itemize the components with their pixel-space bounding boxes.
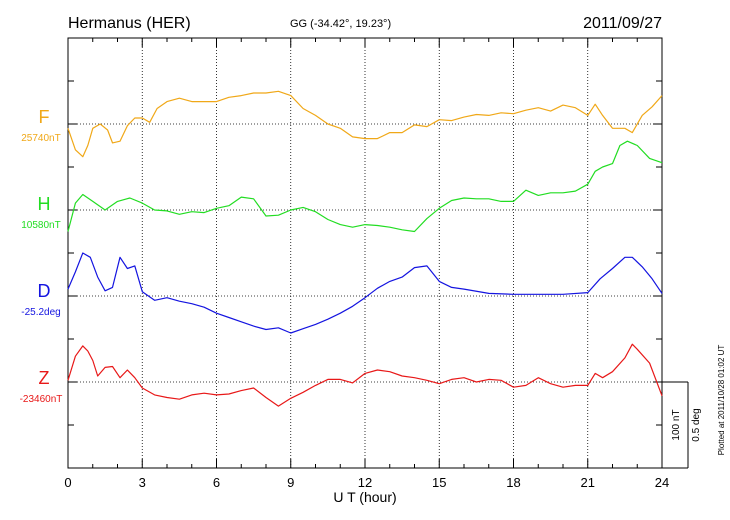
x-tick-label: 24 xyxy=(655,475,669,490)
x-tick-label: 6 xyxy=(213,475,220,490)
series-line-h xyxy=(67,140,663,233)
x-tick-label: 21 xyxy=(581,475,595,490)
x-tick-label: 12 xyxy=(358,475,372,490)
series-layer xyxy=(67,90,663,407)
x-tick-label: 0 xyxy=(64,475,71,490)
plot-frame xyxy=(67,37,663,469)
scale-label-deg: 0.5 deg xyxy=(691,408,702,441)
station-title: Hermanus (HER) xyxy=(68,15,191,32)
date-label: 2011/09/27 xyxy=(583,15,662,32)
x-tick-labels: 0 3 6 9 12 15 18 21 24 xyxy=(64,475,669,490)
scale-label-nt: 100 nT xyxy=(671,409,682,440)
x-tick-label: 9 xyxy=(287,475,294,490)
series-labels: F 25740nT H 10580nT D -25.2deg Z -23460nT xyxy=(20,107,63,405)
grid-lines xyxy=(68,38,662,468)
series-line-z xyxy=(67,343,663,407)
x-tick-label: 18 xyxy=(506,475,520,490)
scale-bar: 100 nT 0.5 deg xyxy=(662,381,702,469)
x-tick-label: 15 xyxy=(432,475,446,490)
series-name-h: H xyxy=(38,194,51,214)
series-name-z: Z xyxy=(39,368,50,388)
coordinates-label: GG (-34.42°, 19.23°) xyxy=(290,18,391,30)
x-tick-label: 3 xyxy=(139,475,146,490)
series-name-d: D xyxy=(38,281,51,301)
series-baseline-f: 25740nT xyxy=(21,133,60,144)
series-line-d xyxy=(67,252,663,334)
axis-ticks xyxy=(67,38,663,468)
x-axis-label: U T (hour) xyxy=(333,489,396,505)
plotted-at-note: Plotted at 2011/10/28 01:02 UT xyxy=(717,345,726,456)
series-name-f: F xyxy=(39,107,50,127)
series-baseline-d: -25.2deg xyxy=(21,307,60,318)
series-baseline-h: 10580nT xyxy=(21,220,60,231)
series-baseline-z: -23460nT xyxy=(20,394,63,405)
series-line-f xyxy=(67,90,663,158)
